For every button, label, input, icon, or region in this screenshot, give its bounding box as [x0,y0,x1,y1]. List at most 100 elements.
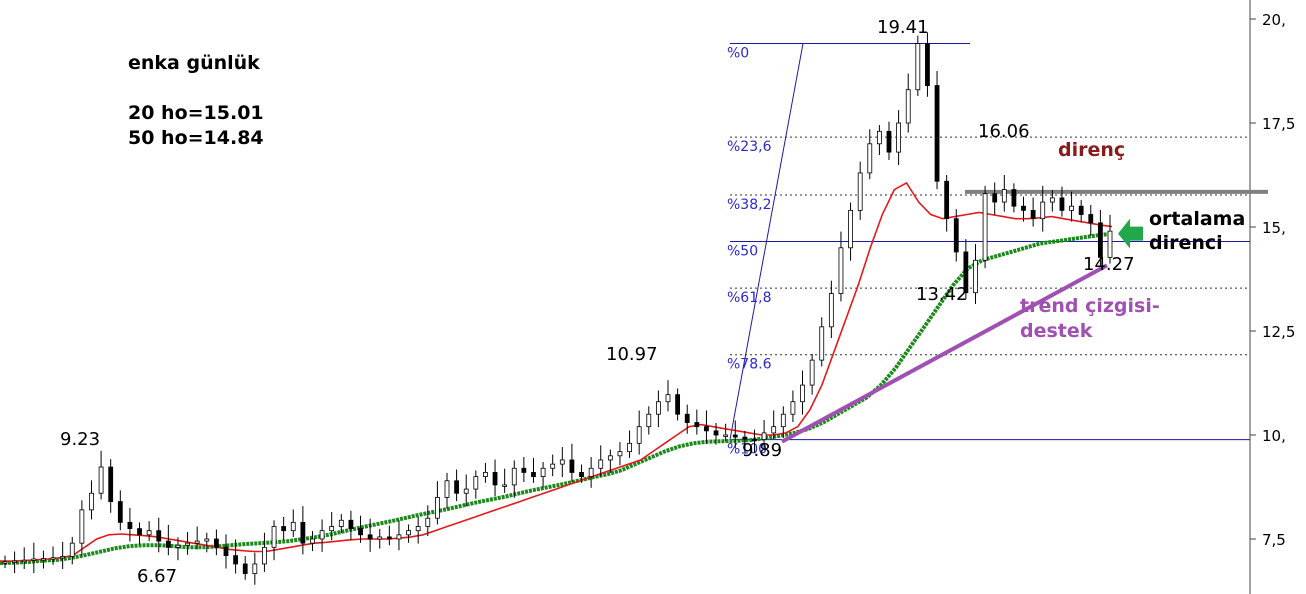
price-body [41,558,46,561]
price-body [655,401,661,415]
ma50-line [0,231,1113,566]
price-body [531,472,536,478]
price-body [857,172,863,211]
price-body [1021,205,1026,211]
price-bars [2,32,1113,585]
price-body [252,563,258,574]
price-body [2,561,8,564]
price-body [579,472,584,478]
y-tick-label: 10, [1262,427,1286,445]
price-body [415,526,421,532]
price-body [492,472,498,486]
price-body [348,519,354,530]
price-body [21,559,27,563]
price-body [434,496,440,519]
fib-level-label: %78.6 [727,357,772,373]
resistance-label: direnç [1058,139,1125,161]
price-body [502,484,508,487]
price-body [511,467,517,486]
price-body [886,130,892,153]
price-body [242,563,248,574]
price-body [905,89,911,124]
price-body [425,517,431,527]
price-body [358,528,363,536]
price-body [329,526,335,532]
price-body [1078,205,1084,215]
point-label-low-2: 9.89 [742,440,782,461]
price-body [896,122,902,153]
fib-level-label: %23,6 [727,139,772,155]
price-body [944,180,950,220]
price-body [761,432,767,440]
price-body [444,480,450,498]
price-body [550,463,556,469]
ma-resistance-label-1: ortalama [1149,208,1245,230]
price-body [732,434,738,438]
price-body [521,467,527,473]
price-body [290,521,296,532]
price-body [1049,197,1055,203]
point-label-low-3: 13.42 [916,284,968,305]
fibonacci-retracement: %0 %23,6 %38,2 %50 %61,8 %78.6 %100 [727,43,1250,458]
price-body [809,359,815,386]
price-body [406,530,411,536]
price-body [636,426,642,444]
price-body [588,467,594,477]
price-body [675,394,681,415]
y-tick-label: 7,5 [1262,531,1286,549]
ma20-line [0,181,1113,562]
price-body [1107,230,1113,258]
point-label-resistance: 16.06 [978,121,1030,142]
price-body [338,519,344,527]
price-body [982,193,988,261]
price-body [713,430,719,436]
price-body [377,536,383,540]
price-body [925,43,930,86]
price-body [1069,205,1074,211]
price-body [12,560,18,563]
price-body [69,542,75,557]
price-body [867,143,873,174]
price-body [742,436,748,440]
trend-line [781,263,1108,444]
fib-level-label: %61,8 [727,290,771,306]
y-tick-label: 12,5 [1262,323,1295,341]
price-body [915,43,921,91]
price-body [973,259,978,294]
price-body [1088,214,1094,224]
price-body [665,394,671,403]
price-body [204,538,210,542]
point-label-low-1: 6.67 [137,566,177,587]
point-label-last: 14.27 [1083,254,1135,275]
chart-title: enka günlük [128,52,260,74]
price-body [223,546,229,557]
trend-label-1: trend çizgisi- [1020,295,1160,317]
ma20-info: 20 ho=15.01 [128,102,264,124]
price-body [60,556,66,559]
price-body [127,521,133,529]
price-body [1097,222,1103,258]
price-body [1040,201,1046,220]
price-body [1011,189,1017,207]
price-body [569,459,575,473]
price-body [684,413,690,423]
price-body [752,438,757,442]
price-body [271,526,277,548]
price-body [848,209,853,249]
price-body [819,326,825,361]
price-body [31,558,37,561]
price-body [213,538,219,548]
price-body [694,422,700,428]
green-arrow-icon [1118,218,1143,249]
price-body [828,293,834,328]
price-body [262,546,267,565]
price-body [646,413,652,428]
point-label-high-2: 10.97 [606,344,658,365]
price-body [367,534,373,540]
price-body [281,526,287,532]
price-body [992,193,998,203]
price-body [934,85,940,182]
price-body [473,476,479,490]
price-body [165,540,171,548]
price-body [463,488,469,494]
